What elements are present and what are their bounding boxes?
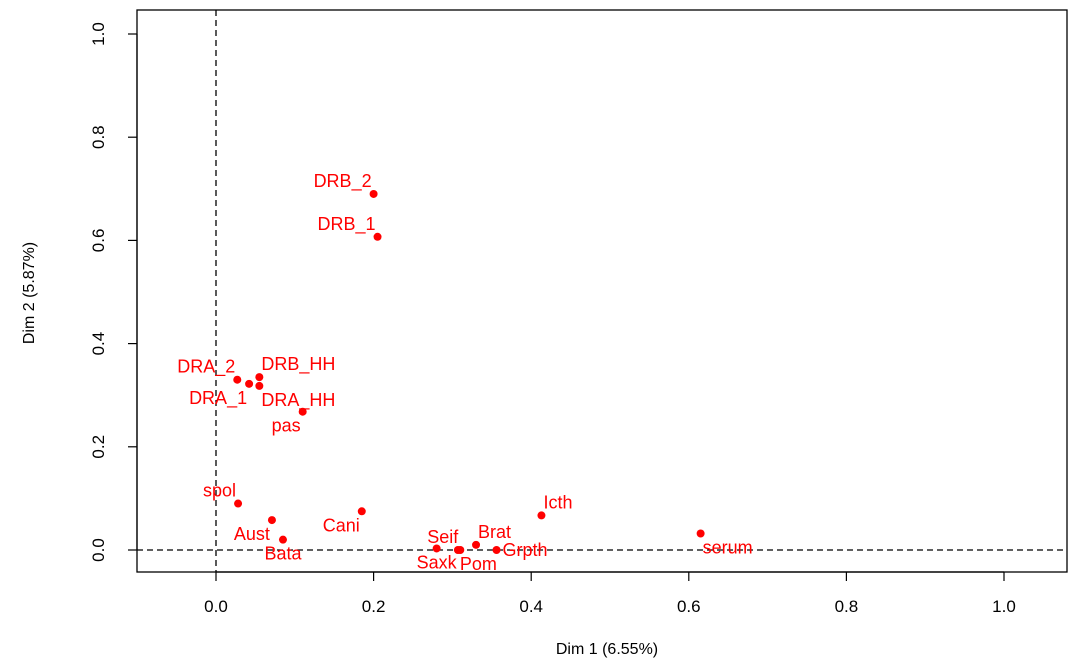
y-axis: 0.0 0.2 0.4 0.6 0.8 1.0 bbox=[89, 22, 138, 562]
point-label: Bata bbox=[264, 544, 302, 564]
data-point bbox=[255, 373, 264, 382]
x-tick-label: 1.0 bbox=[992, 597, 1016, 616]
point-label: Seif bbox=[427, 527, 459, 547]
y-tick-label: 0.8 bbox=[89, 125, 108, 149]
point-label: Grpth bbox=[503, 540, 548, 560]
x-tick-label: 0.2 bbox=[362, 597, 386, 616]
data-point bbox=[696, 529, 705, 538]
point-label: DRA_2 bbox=[177, 357, 235, 378]
y-axis-title: Dim 2 (5.87%) bbox=[21, 242, 38, 344]
point-label: Cani bbox=[323, 515, 360, 535]
point-label: DRA_1 bbox=[189, 388, 247, 409]
data-point bbox=[472, 540, 481, 549]
y-tick-label: 0.0 bbox=[89, 538, 108, 562]
x-axis: 0.0 0.2 0.4 0.6 0.8 1.0 bbox=[204, 571, 1016, 616]
x-tick-label: 0.6 bbox=[677, 597, 701, 616]
plot-area bbox=[136, 9, 1068, 573]
point-label: pas bbox=[272, 416, 301, 436]
y-tick-label: 1.0 bbox=[89, 22, 108, 46]
y-tick-label: 0.2 bbox=[89, 435, 108, 459]
x-tick-label: 0.8 bbox=[835, 597, 859, 616]
reference-lines bbox=[137, 10, 1067, 572]
point-label: DRB_2 bbox=[314, 171, 372, 192]
x-tick-label: 0.0 bbox=[204, 597, 228, 616]
point-label: Saxk bbox=[417, 552, 458, 572]
data-point bbox=[234, 499, 243, 508]
x-axis-title: Dim 1 (6.55%) bbox=[556, 641, 658, 658]
data-point bbox=[233, 375, 242, 384]
data-point bbox=[373, 232, 382, 241]
data-point bbox=[432, 544, 441, 553]
point-label: spol bbox=[203, 481, 236, 501]
y-tick-label: 0.4 bbox=[89, 332, 108, 356]
point-label: DRB_HH bbox=[261, 354, 335, 375]
data-point bbox=[245, 379, 254, 388]
point-label: Pom bbox=[460, 554, 497, 574]
data-point bbox=[369, 189, 378, 198]
point-label: Icth bbox=[543, 492, 572, 512]
point-label: DRB_1 bbox=[318, 214, 376, 235]
data-point bbox=[298, 407, 307, 416]
data-point bbox=[357, 507, 366, 516]
point-label: Brat bbox=[478, 522, 511, 542]
point-label: DRA_HH bbox=[261, 390, 335, 411]
data-point bbox=[267, 516, 276, 525]
data-points bbox=[233, 189, 705, 554]
data-point bbox=[255, 381, 264, 390]
x-tick-label: 0.4 bbox=[519, 597, 543, 616]
y-tick-label: 0.6 bbox=[89, 229, 108, 253]
point-label: Aust bbox=[234, 524, 270, 544]
data-point bbox=[537, 511, 546, 520]
data-point bbox=[278, 535, 287, 544]
data-point bbox=[492, 546, 501, 554]
point-label: serum bbox=[703, 537, 753, 557]
data-point bbox=[453, 546, 462, 554]
